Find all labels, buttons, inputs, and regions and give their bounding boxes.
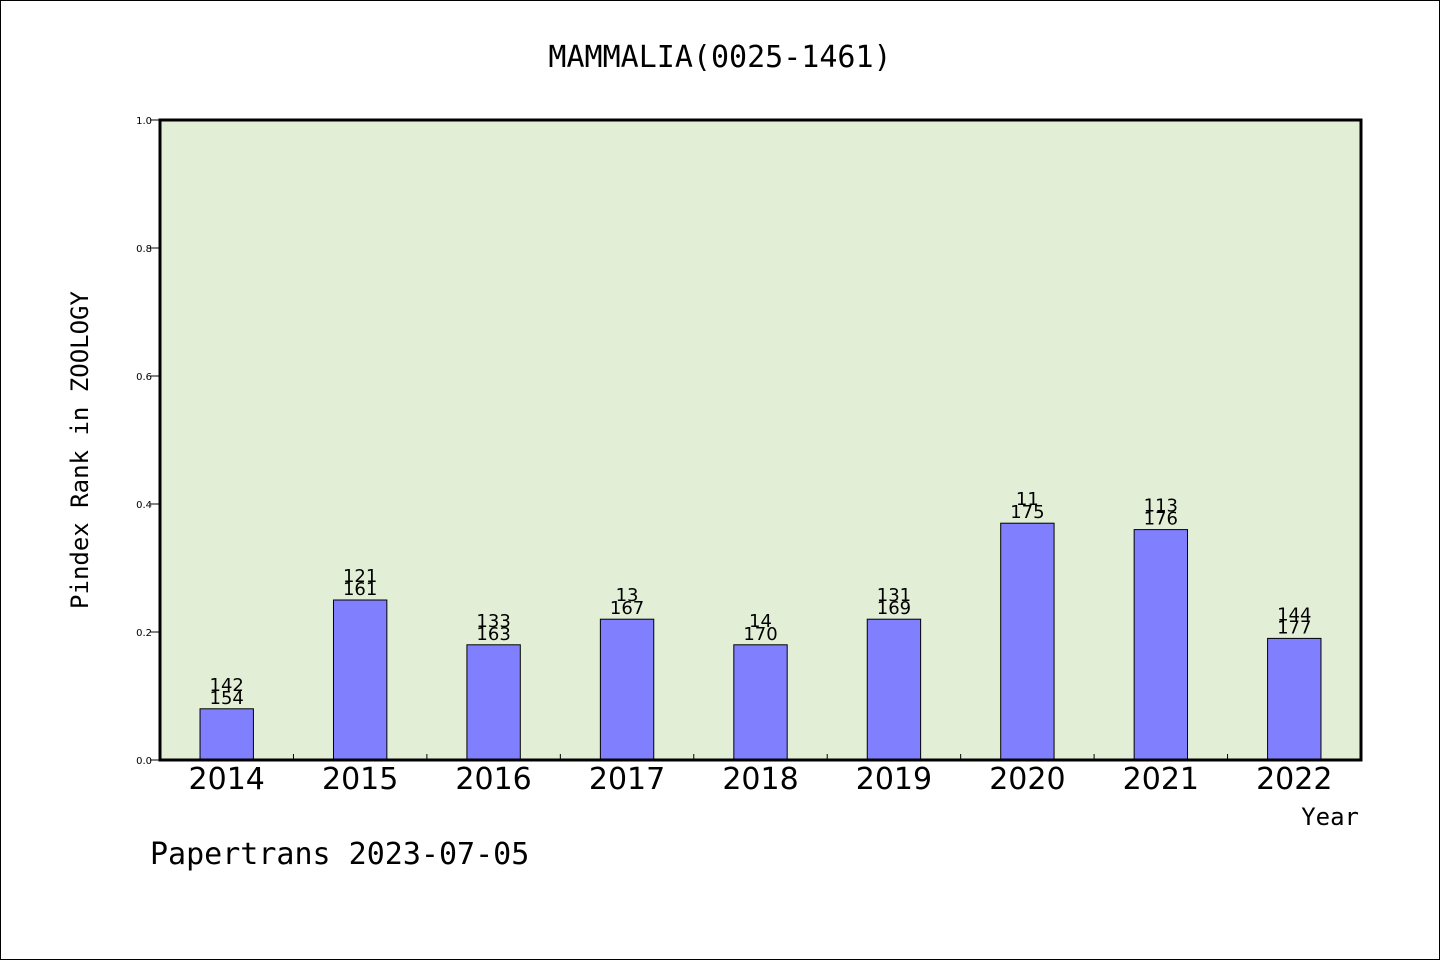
y-tick-label: 0.2: [136, 628, 152, 639]
bar-label-top: 113: [1144, 496, 1178, 517]
bar-2019: [866, 618, 922, 761]
y-tick-label: 0.6: [136, 372, 152, 383]
bar-label-top: 131: [877, 585, 911, 606]
bar-2016: [466, 644, 521, 761]
x-tick-label: 2015: [322, 762, 398, 797]
bar-2015: [332, 599, 388, 761]
x-tick-label: 2018: [722, 762, 798, 797]
bar-label-top: 11: [1016, 489, 1039, 510]
bar-2017: [599, 618, 655, 761]
bar-label-top: 144: [1277, 604, 1311, 625]
bar-label-bottom: 161: [343, 579, 377, 600]
bar-2021: [1133, 529, 1189, 761]
bar-2014: [199, 708, 254, 761]
x-tick-label: 2017: [589, 762, 665, 797]
x-tick-label: 2016: [455, 762, 531, 797]
x-tick-label: 2014: [189, 762, 265, 797]
bar-label-top: 14: [749, 611, 772, 632]
bar-label-top: 133: [476, 611, 510, 632]
bar-label-bottom: 169: [877, 598, 911, 619]
y-tick-label: 0.8: [136, 244, 152, 255]
bar-2022: [1267, 637, 1322, 761]
bar-label-top: 13: [616, 585, 639, 606]
bar-label-bottom: 177: [1277, 617, 1311, 638]
y-axis: 0.0 0.2 0.4 0.6 0.8 1.0: [136, 116, 160, 767]
footer-credit: Papertrans 2023-07-05: [150, 837, 529, 872]
x-tick-label: 2019: [856, 762, 932, 797]
bar-label-top: 121: [343, 566, 377, 587]
chart-title: MAMMALIA(0025-1461): [548, 40, 891, 75]
x-tick-label: 2020: [989, 762, 1065, 797]
x-axis: 2014 2015 2016 2017 2018 2019 2020 2021 2022: [189, 754, 1332, 797]
x-tick-label: 2022: [1256, 762, 1332, 797]
plot-border: [158, 118, 1363, 762]
y-tick-label: 1.0: [136, 116, 152, 127]
bar-2018: [733, 644, 788, 761]
bar-label-bottom: 175: [1010, 502, 1044, 523]
y-tick-label: 0.4: [136, 500, 152, 511]
x-tick-label: 2021: [1123, 762, 1199, 797]
bar-label-bottom: 154: [210, 688, 244, 709]
bar-label-bottom: 167: [610, 598, 644, 619]
bar-label-bottom: 163: [476, 624, 510, 645]
bar-label-bottom: 176: [1144, 509, 1178, 530]
x-axis-label: Year: [1301, 803, 1359, 831]
bar-2020: [1000, 522, 1055, 761]
bar-label-top: 142: [210, 675, 244, 696]
y-tick-label: 0.0: [136, 756, 152, 767]
bar-label-bottom: 170: [743, 624, 777, 645]
y-axis-label: Pindex Rank in ZOOLOGY: [66, 291, 94, 609]
